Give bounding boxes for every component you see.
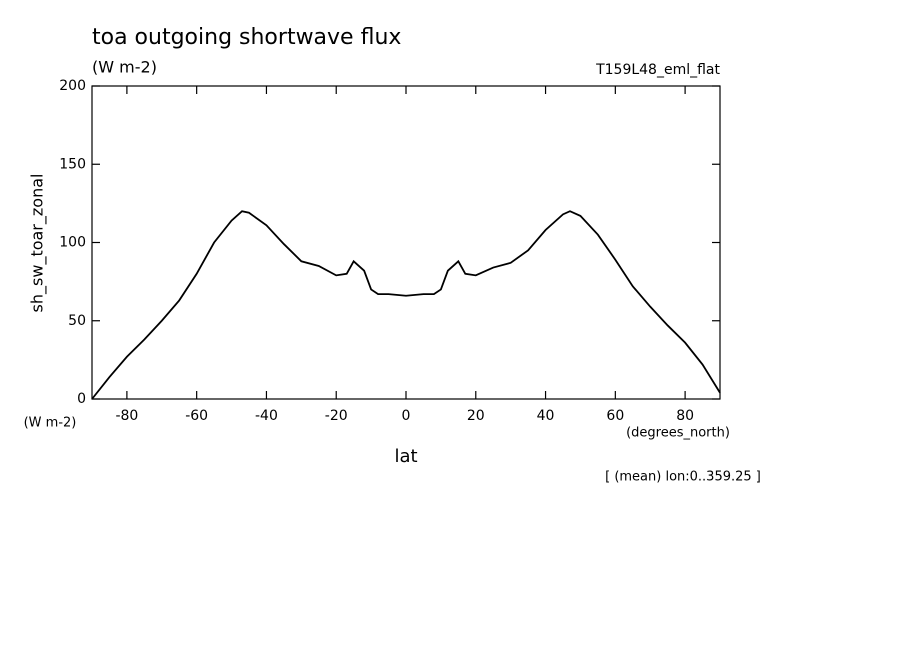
x-tick-label: 40 xyxy=(537,408,555,424)
y-axis-label: sh_sw_toar_zonal xyxy=(28,174,48,313)
plot-frame xyxy=(91,85,721,400)
x-units: (degrees_north) xyxy=(626,426,730,441)
x-tick-label: 60 xyxy=(606,408,624,424)
y-tick-label: 150 xyxy=(59,156,86,172)
x-tick-label: -60 xyxy=(185,408,208,424)
y-tick-label: 0 xyxy=(77,391,86,407)
x-tick-label: 0 xyxy=(402,408,411,424)
y-tick-label: 50 xyxy=(68,313,86,329)
x-tick-label: 80 xyxy=(676,408,694,424)
y-tick-label: 200 xyxy=(59,78,86,94)
x-tick-label: 20 xyxy=(467,408,485,424)
x-tick-label: -40 xyxy=(255,408,278,424)
y-tick-label: 100 xyxy=(59,235,86,251)
dataset: T159L48_eml_flat xyxy=(595,62,720,78)
note: [ (mean) lon:0..359.25 ] xyxy=(605,470,761,485)
data-line xyxy=(91,210,721,400)
x-axis-label: lat xyxy=(394,446,417,467)
chart-title: toa outgoing shortwave flux xyxy=(92,25,401,50)
x-tick-label: -20 xyxy=(325,408,348,424)
units: (W m-2) xyxy=(92,58,157,77)
y-units: (W m-2) xyxy=(24,416,77,431)
x-tick-label: -80 xyxy=(115,408,138,424)
